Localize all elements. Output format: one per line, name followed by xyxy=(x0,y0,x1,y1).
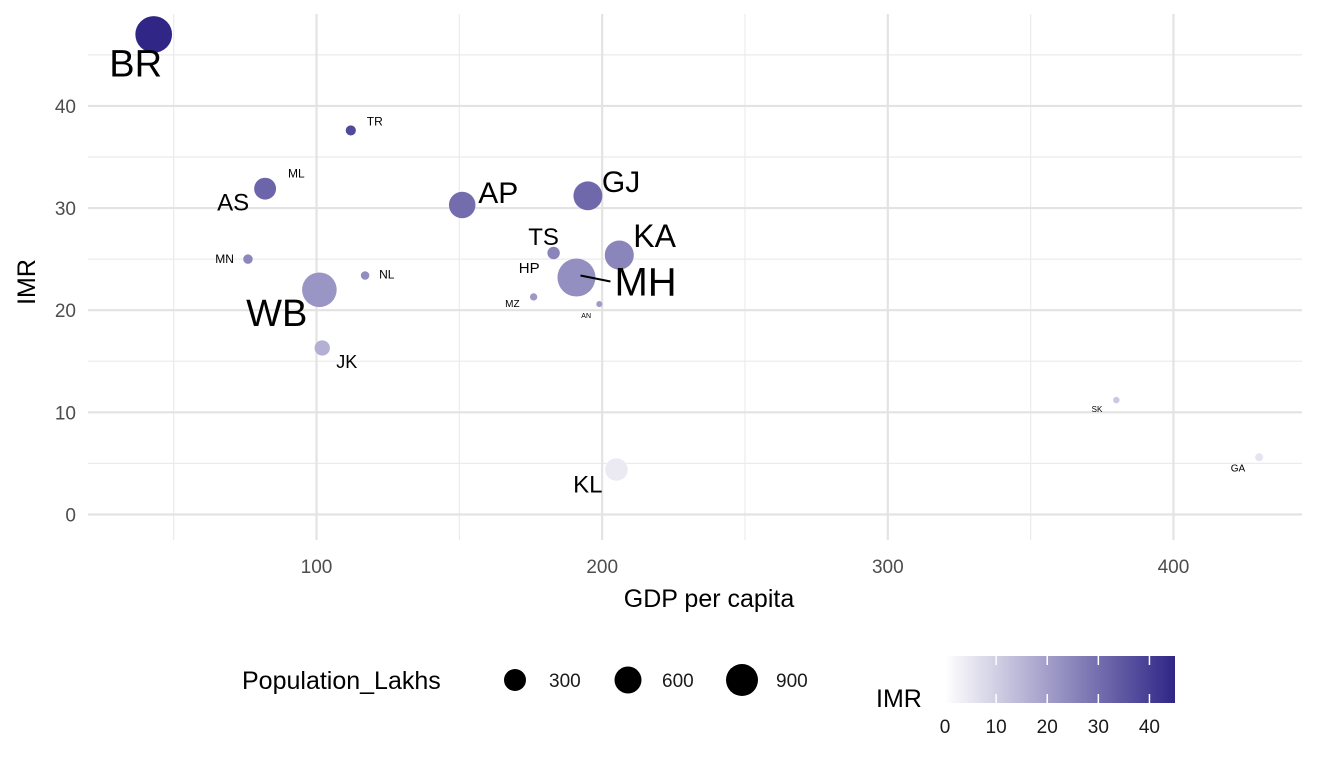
grid-lines xyxy=(88,14,1302,540)
point-tr xyxy=(345,125,356,136)
point-label-an: AN xyxy=(581,313,591,320)
point-label-ml: ML xyxy=(288,167,305,181)
point-label-mz: MZ xyxy=(505,299,519,310)
point-label-mn: MN xyxy=(215,252,234,266)
point-an xyxy=(596,301,603,308)
y-tick-label: 40 xyxy=(55,97,76,118)
label-leader-mh xyxy=(580,274,611,283)
size-legend-title: Population_Lakhs xyxy=(242,667,441,695)
color-legend-label: 0 xyxy=(940,717,951,738)
size-legend-key-900 xyxy=(726,664,758,696)
point-kl xyxy=(605,458,628,481)
point-label-nl: NL xyxy=(379,267,395,281)
point-gj xyxy=(573,181,603,211)
size-legend-key-600 xyxy=(614,666,642,694)
point-mh xyxy=(557,258,596,297)
color-legend-label: 10 xyxy=(986,717,1007,738)
point-ml xyxy=(263,182,273,193)
y-tick-label: 30 xyxy=(55,199,76,220)
point-label-tr: TR xyxy=(367,114,383,128)
x-tick-labels: 100 200 300 400 xyxy=(301,557,1190,578)
point-ap xyxy=(448,191,476,219)
point-label-as: AS xyxy=(217,190,249,217)
size-legend: Population_Lakhs xyxy=(242,667,441,695)
point-label-br: BR xyxy=(109,43,162,85)
point-mz xyxy=(529,293,538,301)
point-jk xyxy=(314,340,330,356)
data-points xyxy=(135,16,1264,481)
color-legend-label: 40 xyxy=(1139,717,1160,738)
point-labels: BR TR ML AS AP GJ TS KA HP MH MN NL WB MZ AN JK SK KL GA xyxy=(109,43,1245,498)
point-label-kl: KL xyxy=(573,472,602,499)
point-label-ga: GA xyxy=(1231,463,1246,474)
color-legend: IMR xyxy=(876,656,1175,713)
x-tick-label: 400 xyxy=(1158,557,1190,578)
color-legend-label: 20 xyxy=(1037,717,1058,738)
point-label-ts: TS xyxy=(528,224,559,251)
size-legend-keys: 300 600 900 xyxy=(504,664,808,696)
point-label-sk: SK xyxy=(1092,405,1103,414)
x-tick-label: 100 xyxy=(301,557,333,578)
point-sk xyxy=(1113,396,1120,404)
size-legend-label-900: 900 xyxy=(776,671,808,692)
color-legend-label: 30 xyxy=(1088,717,1109,738)
color-legend-ticks: 0 10 20 30 40 xyxy=(940,656,1160,738)
y-tick-label: 0 xyxy=(65,505,76,526)
y-tick-label: 20 xyxy=(55,301,76,322)
point-label-wb: WB xyxy=(246,293,307,335)
point-nl xyxy=(360,271,370,280)
color-legend-bar xyxy=(945,656,1175,703)
point-wb xyxy=(302,272,337,308)
point-ga xyxy=(1255,453,1264,462)
size-legend-key-300 xyxy=(504,669,526,691)
point-label-mh: MH xyxy=(614,261,676,305)
point-label-hp: HP xyxy=(519,260,540,277)
point-label-ap: AP xyxy=(478,177,518,210)
y-axis-title: IMR xyxy=(13,259,41,305)
size-legend-label-600: 600 xyxy=(662,671,694,692)
y-tick-labels: 0 10 20 30 40 xyxy=(55,97,76,527)
color-legend-title: IMR xyxy=(876,685,922,713)
point-br xyxy=(135,16,173,53)
point-ka xyxy=(604,240,634,270)
x-axis-title: GDP per capita xyxy=(624,585,795,613)
point-mn xyxy=(243,254,253,264)
point-label-gj: GJ xyxy=(602,166,640,199)
point-label-jk: JK xyxy=(336,352,357,372)
x-tick-label: 200 xyxy=(586,557,618,578)
x-tick-label: 300 xyxy=(872,557,904,578)
size-legend-label-300: 300 xyxy=(549,671,581,692)
point-ts xyxy=(548,247,559,258)
y-tick-label: 10 xyxy=(55,403,76,424)
point-label-ka: KA xyxy=(633,218,676,254)
